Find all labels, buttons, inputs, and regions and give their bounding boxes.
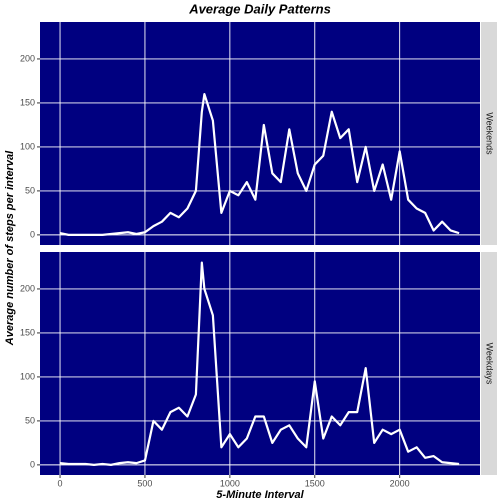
- y-tick-label: 200: [20, 283, 35, 293]
- data-line: [59, 93, 460, 236]
- strip: [481, 252, 497, 475]
- y-tick-label: 50: [25, 415, 35, 425]
- x-tick-label: 1500: [305, 478, 325, 488]
- y-tick-label: 200: [20, 53, 35, 63]
- y-tick-label: 100: [20, 371, 35, 381]
- strip-label: Weekends: [485, 112, 495, 155]
- y-tick-label: 100: [20, 141, 35, 151]
- x-tick-label: 1000: [220, 478, 240, 488]
- data-line: [59, 261, 460, 466]
- y-tick-label: 150: [20, 327, 35, 337]
- panel-background: [40, 252, 480, 475]
- chart-title: Average Daily Patterns: [188, 1, 331, 16]
- x-tick-label: 0: [58, 478, 63, 488]
- y-tick-label: 0: [30, 229, 35, 239]
- y-tick-label: 150: [20, 97, 35, 107]
- y-axis-label: Average number of steps per interval: [4, 150, 16, 346]
- x-tick-label: 500: [137, 478, 152, 488]
- x-tick-label: 2000: [390, 478, 410, 488]
- strip-label: Weekdays: [485, 343, 495, 385]
- panel-background: [40, 22, 480, 245]
- x-axis-label: 5-Minute Interval: [216, 489, 304, 501]
- strip: [481, 22, 497, 245]
- y-tick-label: 50: [25, 185, 35, 195]
- y-tick-label: 0: [30, 459, 35, 469]
